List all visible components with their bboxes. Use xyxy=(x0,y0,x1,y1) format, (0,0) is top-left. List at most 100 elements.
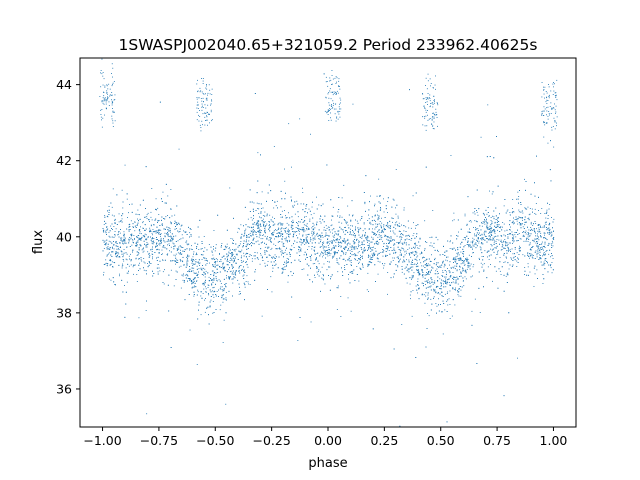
data-point xyxy=(359,258,361,260)
data-point xyxy=(128,229,130,231)
data-point xyxy=(178,231,180,233)
data-point xyxy=(323,226,325,228)
data-point xyxy=(108,206,110,207)
data-point xyxy=(278,232,280,234)
data-point xyxy=(530,193,532,195)
data-point xyxy=(378,230,380,231)
data-point xyxy=(108,240,110,242)
data-point xyxy=(436,305,438,307)
data-point xyxy=(203,288,205,290)
data-point xyxy=(330,225,332,227)
data-point xyxy=(497,225,499,227)
data-point xyxy=(362,264,363,265)
data-point xyxy=(141,236,143,238)
data-point xyxy=(383,228,385,230)
data-point xyxy=(516,266,518,267)
data-point xyxy=(257,152,259,154)
data-point xyxy=(383,231,384,233)
data-point xyxy=(467,238,469,239)
data-point xyxy=(144,216,146,218)
data-point xyxy=(512,237,514,238)
data-point xyxy=(382,251,384,252)
data-point xyxy=(167,195,169,197)
data-point xyxy=(417,278,419,280)
data-point xyxy=(445,250,447,252)
data-point xyxy=(108,252,110,254)
data-point xyxy=(534,182,535,184)
data-point xyxy=(211,279,213,281)
data-point xyxy=(337,211,339,213)
data-point xyxy=(219,253,220,255)
data-point xyxy=(124,316,126,318)
data-point xyxy=(421,265,423,267)
data-point xyxy=(461,241,463,243)
data-point xyxy=(435,287,437,288)
data-point xyxy=(120,237,121,239)
data-point xyxy=(536,269,538,271)
data-point xyxy=(319,238,321,240)
data-point xyxy=(328,247,330,248)
data-point xyxy=(491,239,493,241)
data-point xyxy=(530,248,532,250)
data-point xyxy=(246,246,247,248)
data-point xyxy=(318,271,319,272)
data-point xyxy=(215,247,217,249)
data-point xyxy=(542,255,543,257)
data-point xyxy=(284,269,286,270)
data-point xyxy=(358,280,360,282)
data-point xyxy=(457,294,459,296)
data-point xyxy=(138,270,139,271)
data-point xyxy=(443,266,445,268)
data-point xyxy=(367,237,369,239)
data-point xyxy=(543,263,545,265)
data-point xyxy=(362,255,363,257)
data-point xyxy=(162,271,164,273)
data-point xyxy=(160,229,162,231)
data-point xyxy=(119,275,120,277)
data-point xyxy=(212,290,213,292)
data-point xyxy=(538,245,540,247)
data-point xyxy=(399,254,401,256)
data-point xyxy=(271,220,273,222)
data-point xyxy=(360,268,362,270)
data-point xyxy=(293,233,295,235)
data-point xyxy=(155,198,157,200)
data-point xyxy=(356,255,358,256)
data-point xyxy=(493,218,495,220)
data-point xyxy=(490,239,492,241)
data-point xyxy=(411,261,412,263)
data-point xyxy=(188,255,190,257)
data-point xyxy=(480,249,482,251)
data-point xyxy=(514,248,516,250)
data-point xyxy=(257,231,259,232)
data-point xyxy=(213,230,215,231)
data-point xyxy=(121,218,123,220)
data-point xyxy=(552,245,554,247)
data-point xyxy=(105,222,107,224)
data-point xyxy=(456,256,458,257)
data-point xyxy=(409,283,411,285)
data-point xyxy=(232,242,233,244)
data-point xyxy=(260,154,261,156)
data-point xyxy=(430,285,432,287)
data-point xyxy=(167,235,169,237)
data-point xyxy=(470,220,472,221)
data-point xyxy=(260,238,262,240)
data-point xyxy=(296,200,298,202)
data-point xyxy=(182,279,184,281)
data-point xyxy=(147,212,149,214)
data-point xyxy=(289,233,291,235)
data-point xyxy=(361,241,363,243)
data-point xyxy=(486,218,487,220)
data-point xyxy=(138,264,140,266)
data-point xyxy=(539,244,540,245)
data-point xyxy=(347,249,349,251)
data-point xyxy=(190,235,192,237)
data-point xyxy=(232,261,234,263)
data-point xyxy=(134,221,136,223)
data-point xyxy=(483,269,485,271)
data-point xyxy=(174,246,176,247)
data-point xyxy=(531,247,532,248)
data-point xyxy=(356,274,358,275)
data-point xyxy=(395,213,397,215)
